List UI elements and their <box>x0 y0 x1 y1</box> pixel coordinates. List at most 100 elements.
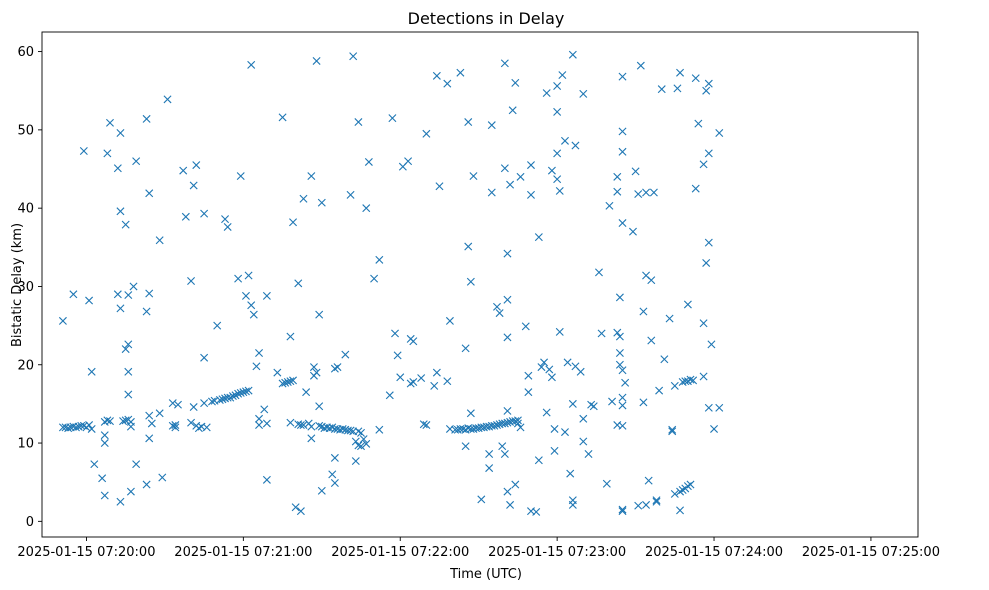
data-point <box>124 291 133 300</box>
data-point <box>691 184 700 193</box>
data-point <box>707 340 716 349</box>
data-point <box>618 127 627 136</box>
data-point <box>145 434 154 443</box>
data-point <box>527 190 535 199</box>
data-point <box>124 340 133 349</box>
data-point <box>704 79 713 88</box>
data-point <box>252 362 261 371</box>
data-point <box>155 236 164 245</box>
data-point <box>328 470 337 479</box>
data-point <box>113 164 122 173</box>
data-point <box>317 486 326 495</box>
data-point <box>255 414 264 423</box>
data-point <box>307 422 316 431</box>
data-point <box>647 276 656 285</box>
data-point <box>500 450 509 458</box>
data-point <box>262 291 271 300</box>
data-point <box>639 398 648 407</box>
data-point <box>699 160 708 169</box>
data-point <box>660 355 669 364</box>
data-point <box>223 222 232 231</box>
data-point <box>506 180 515 189</box>
data-point <box>354 118 363 127</box>
data-point <box>532 507 541 516</box>
data-point <box>702 258 711 267</box>
data-point <box>393 351 402 360</box>
data-point <box>223 393 232 402</box>
data-point <box>636 61 645 70</box>
data-point <box>105 417 114 426</box>
data-point <box>485 450 494 458</box>
data-point <box>171 421 180 430</box>
data-point <box>634 190 643 199</box>
data-point <box>283 377 292 386</box>
data-point <box>602 479 611 488</box>
data-point <box>87 367 96 376</box>
data-point <box>202 423 211 432</box>
data-point <box>236 172 245 181</box>
data-point <box>642 500 651 509</box>
data-point <box>553 107 562 116</box>
plot-area <box>42 32 918 537</box>
data-point <box>289 218 298 227</box>
x-tick-label: 2025-01-15 07:20:00 <box>17 545 155 560</box>
data-point <box>615 360 624 369</box>
data-point <box>291 503 300 512</box>
data-point <box>456 68 465 77</box>
data-point <box>142 480 151 489</box>
data-point <box>244 271 253 280</box>
data-point <box>521 322 530 331</box>
data-point <box>346 190 355 199</box>
data-point <box>511 78 520 87</box>
plot-background <box>42 32 918 537</box>
data-point <box>545 365 554 374</box>
data-point <box>200 209 209 218</box>
data-point <box>673 84 682 93</box>
data-point <box>430 381 439 390</box>
data-point <box>597 329 606 338</box>
data-point <box>116 207 125 216</box>
data-point <box>477 495 486 504</box>
data-point <box>715 129 724 137</box>
data-point <box>445 316 454 325</box>
data-point <box>77 421 86 430</box>
data-point <box>289 376 298 385</box>
data-point <box>568 50 577 59</box>
data-point <box>247 60 256 69</box>
data-point <box>388 114 397 123</box>
data-point <box>464 118 473 127</box>
data-point <box>560 136 569 145</box>
plot-frame <box>41 31 919 538</box>
data-point <box>524 371 533 380</box>
data-point <box>357 442 366 451</box>
data-point <box>704 238 713 247</box>
data-point <box>699 319 708 328</box>
data-point <box>262 419 271 428</box>
data-point <box>503 406 512 415</box>
data-point <box>516 172 525 181</box>
data-point <box>200 399 209 408</box>
data-point <box>702 86 711 95</box>
data-point <box>142 114 151 123</box>
data-point <box>649 188 658 197</box>
data-point <box>391 329 400 338</box>
data-point <box>608 397 617 406</box>
data-point <box>694 119 703 128</box>
data-point <box>132 157 141 166</box>
data-point <box>670 381 679 390</box>
data-point <box>644 476 653 485</box>
data-point <box>615 293 624 302</box>
data-point <box>631 167 640 176</box>
data-point <box>317 198 326 207</box>
data-point <box>553 149 562 158</box>
data-point <box>64 424 73 433</box>
data-point <box>513 416 522 425</box>
data-point <box>302 388 311 397</box>
data-point <box>432 368 441 377</box>
data-point <box>215 395 224 404</box>
y-tick-label: 0 <box>26 515 34 530</box>
data-point <box>354 441 363 450</box>
x-tick-label: 2025-01-15 07:23:00 <box>488 545 626 560</box>
data-point <box>681 377 690 386</box>
data-point <box>628 227 637 236</box>
